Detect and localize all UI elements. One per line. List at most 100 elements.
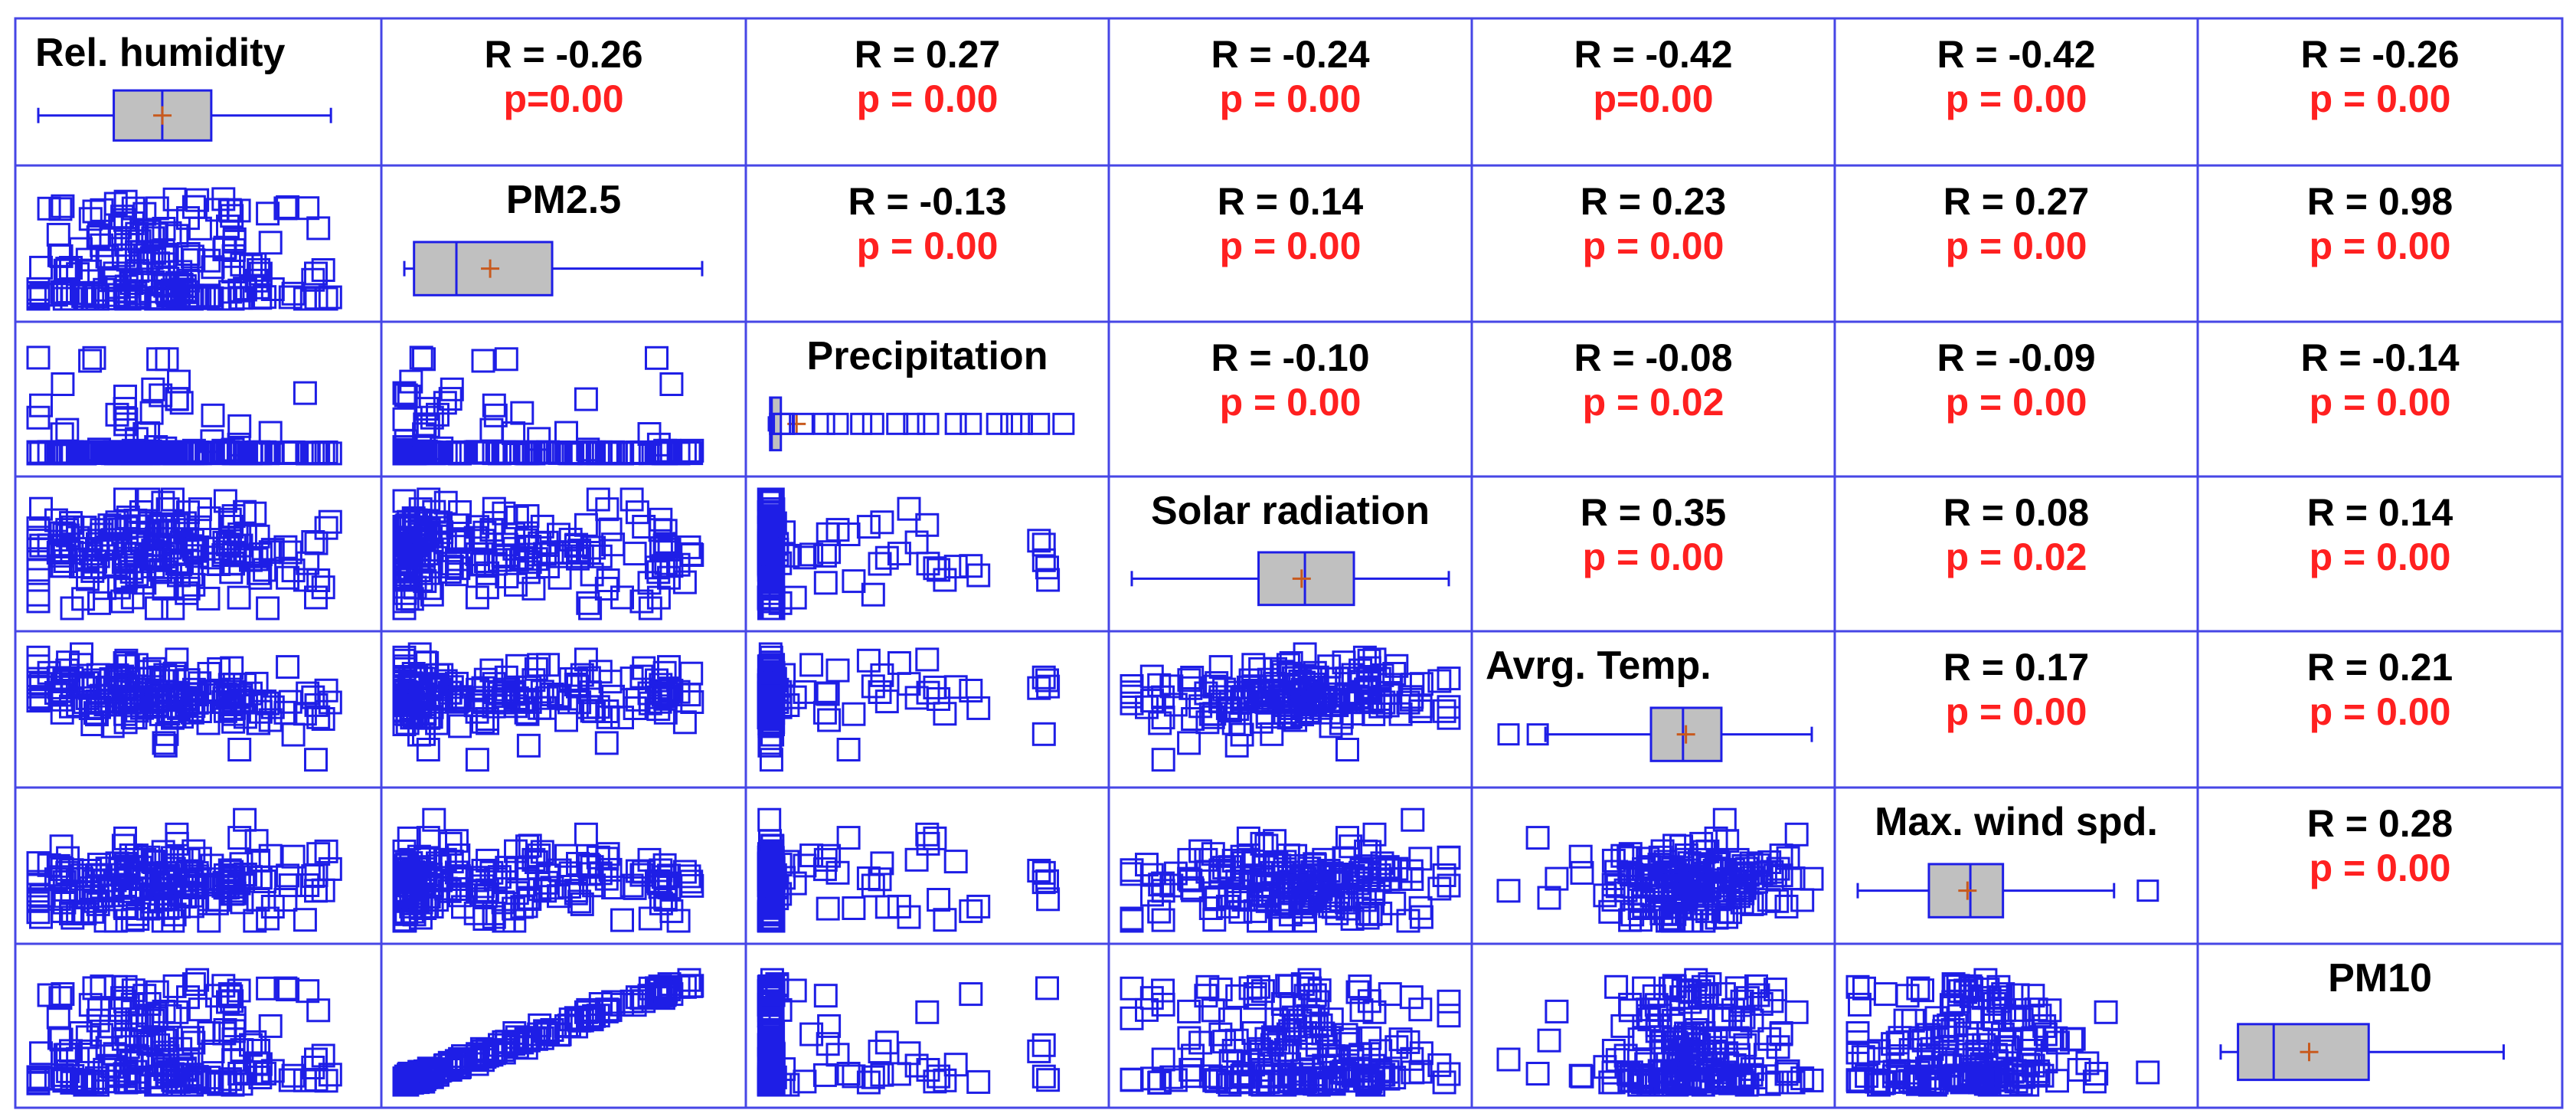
scatter-point — [1617, 846, 1641, 870]
scatter-point — [887, 1062, 911, 1086]
scatter-point — [1671, 978, 1695, 1003]
scatter-point — [1270, 684, 1294, 709]
scatter-point — [1035, 555, 1059, 580]
scatter-point — [1139, 986, 1164, 1010]
scatter-point — [44, 283, 68, 307]
scatter-point — [657, 876, 682, 899]
scatter-point — [574, 822, 598, 847]
scatter-point — [1036, 1068, 1061, 1092]
scatter-point — [145, 980, 169, 1004]
scatter-point — [1283, 1068, 1307, 1092]
scatter-point — [155, 1064, 179, 1089]
scatter-point — [227, 585, 251, 610]
scatter-point — [222, 1006, 247, 1030]
scatter-point — [574, 513, 598, 537]
scatter-point — [521, 847, 546, 872]
scatter-point — [1384, 653, 1409, 678]
scatter-point — [181, 537, 206, 562]
scatter-point — [256, 201, 280, 226]
scatter-point — [1921, 1069, 1945, 1094]
scatter-point — [923, 826, 947, 850]
scatter-point — [629, 863, 654, 887]
scatter-point — [273, 535, 298, 559]
scatter-point — [1334, 1023, 1358, 1047]
scatter-point — [73, 901, 97, 925]
scatter-point — [874, 689, 899, 714]
scatter-point — [1195, 710, 1220, 735]
scatter-point — [304, 261, 328, 286]
scatter-point — [416, 826, 440, 850]
scatter-point — [1302, 1006, 1326, 1030]
scatter-point — [188, 997, 212, 1022]
scatter-point — [59, 1039, 83, 1063]
scatter-point — [233, 705, 257, 729]
scatter-point — [1496, 879, 1521, 903]
scatter-cell-precipitation-vs-pm2-5 — [392, 345, 704, 466]
scatter-point — [86, 1073, 110, 1097]
scatter-point — [596, 568, 620, 592]
scatter-point — [111, 243, 136, 267]
scatter-point — [425, 888, 449, 912]
scatter-point — [816, 682, 840, 706]
scatter-point — [172, 440, 197, 465]
scatter-point — [1031, 722, 1056, 746]
scatter-point — [253, 1061, 277, 1086]
scatter-point — [78, 542, 103, 566]
scatter-point — [1627, 1064, 1652, 1089]
box-plot-3 — [1130, 551, 1450, 607]
correlation-r-3-6: R = 0.14 — [2307, 491, 2453, 534]
scatter-point — [253, 440, 277, 464]
scatter-point — [26, 645, 51, 670]
scatter-point — [392, 549, 417, 574]
scatter-point — [1598, 899, 1623, 924]
scatter-point — [417, 846, 441, 870]
scatter-point — [1924, 1006, 1949, 1030]
scatter-point — [1983, 1043, 2008, 1067]
scatter-point — [757, 980, 782, 1004]
scatter-point — [318, 285, 342, 309]
variable-title-3: Solar radiation — [1151, 489, 1430, 533]
box-plot-5 — [1856, 863, 2159, 919]
scatter-point — [276, 195, 300, 219]
scatter-point — [759, 565, 783, 590]
scatter-point — [1329, 1060, 1354, 1085]
scatter-point — [817, 708, 842, 732]
scatter-point — [78, 993, 103, 1017]
correlation-p-0-3: p = 0.00 — [1220, 77, 1362, 120]
scatter-point — [1224, 733, 1249, 758]
scatter-point — [401, 662, 426, 686]
scatter-point — [1781, 866, 1806, 890]
scatter-point — [629, 589, 654, 614]
scatter-point — [959, 899, 983, 923]
scatter-point — [1181, 1043, 1205, 1068]
scatter-point — [564, 1006, 588, 1030]
scatter-point — [1408, 699, 1433, 723]
scatter-point — [527, 653, 551, 677]
scatter-point — [246, 275, 270, 300]
scatter-point — [293, 287, 317, 311]
scatter-point — [1349, 998, 1374, 1023]
scatter-point — [510, 401, 534, 425]
scatter-point — [672, 570, 697, 594]
scatter-point — [1120, 674, 1144, 698]
scatter-point — [197, 891, 221, 915]
scatter-point — [653, 980, 678, 1004]
scatter-point — [1570, 860, 1594, 885]
scatter-point — [825, 518, 850, 542]
scatter-point — [114, 648, 139, 673]
scatter-point — [799, 542, 824, 567]
scatter-point — [817, 843, 842, 868]
scatter-point — [296, 196, 320, 221]
correlation-r-2-3: R = -0.10 — [1211, 336, 1369, 379]
scatter-point — [1705, 1064, 1729, 1088]
scatter-point — [258, 231, 283, 255]
scatter-point — [1662, 873, 1686, 898]
scatter-point — [483, 403, 508, 427]
scatter-point — [176, 1049, 201, 1073]
scatter-point — [554, 708, 578, 732]
variable-title-4: Avrg. Temp. — [1486, 644, 1711, 688]
correlation-r-1-5: R = 0.27 — [1943, 180, 2089, 223]
scatter-point — [466, 515, 490, 539]
scatter-point — [162, 974, 187, 998]
scatter-point — [1151, 908, 1175, 932]
